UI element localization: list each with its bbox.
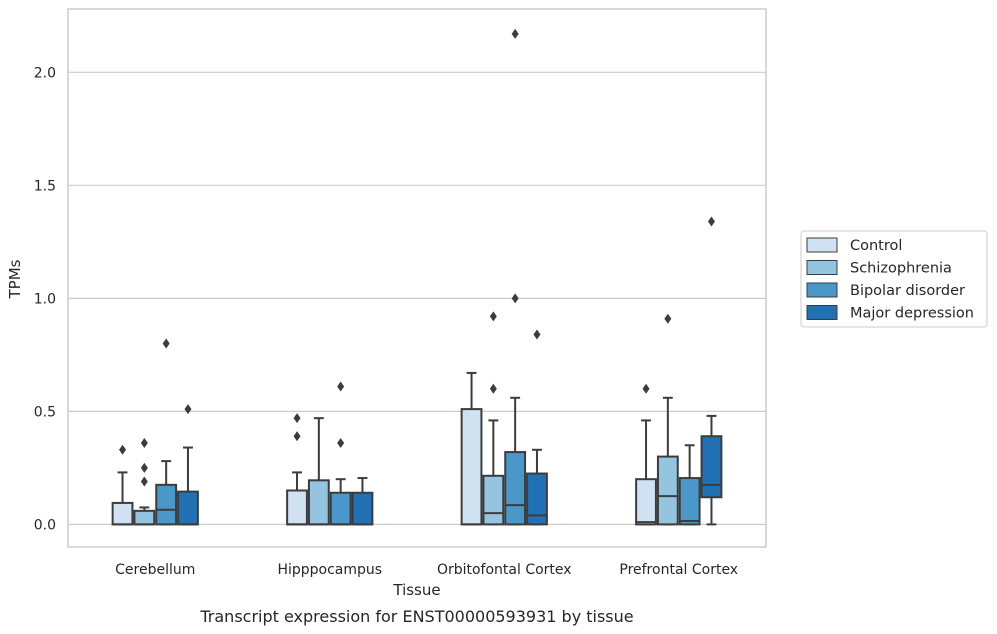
- legend: Control Schizophrenia Bipolar disorder Majo…: [800, 230, 988, 328]
- chart-caption: Transcript expression for ENST0000059393…: [199, 607, 633, 626]
- x-axis-label: Tissue: [392, 581, 440, 599]
- outlier-point: [140, 462, 148, 473]
- box-control: [635, 383, 657, 526]
- box-iqr: [133, 509, 156, 526]
- outlier-point: [707, 216, 715, 227]
- outlier-point: [511, 293, 519, 304]
- x-axis-ticks: Cerebellum Hipppocampus Orbitofontal Corte…: [115, 562, 738, 578]
- y-axis-ticks: 0.0 0.5 1.0 1.5 2.0: [34, 65, 56, 533]
- outlier-point: [140, 476, 148, 487]
- outlier-point: [337, 438, 345, 449]
- boxes: [111, 28, 723, 526]
- x-tick-label: Cerebellum: [115, 562, 195, 578]
- box-bipolar-disorder: [504, 28, 527, 526]
- outlier-point: [119, 444, 127, 455]
- box-schizophrenia: [656, 313, 679, 526]
- y-tick-label: 0.0: [34, 517, 56, 533]
- box-iqr: [351, 491, 374, 526]
- box-iqr: [700, 435, 723, 499]
- box-control: [111, 444, 134, 526]
- box-major-depression: [700, 216, 723, 526]
- outlier-point: [184, 404, 192, 415]
- x-tick-label: Prefrontal Cortex: [619, 562, 738, 578]
- box-iqr: [635, 478, 657, 526]
- outlier-point: [664, 313, 672, 324]
- legend-label: Control: [850, 238, 902, 254]
- outlier-point: [642, 383, 650, 394]
- legend-label: Major depression: [850, 306, 974, 322]
- outlier-point: [293, 431, 301, 442]
- legend-swatch: [806, 237, 838, 253]
- outlier-point: [533, 329, 541, 340]
- box-bipolar-disorder: [329, 381, 352, 526]
- y-tick-label: 0.5: [34, 404, 56, 420]
- y-tick-label: 1.5: [34, 178, 56, 194]
- box-iqr: [155, 483, 178, 526]
- outlier-point: [337, 381, 345, 392]
- x-tick-label: Hipppocampus: [277, 562, 382, 578]
- box-iqr: [678, 477, 701, 526]
- plot-area-frame: [67, 8, 767, 548]
- box-iqr: [460, 408, 483, 526]
- legend-swatch: [806, 305, 838, 320]
- box-iqr: [504, 451, 527, 526]
- outlier-point: [293, 413, 301, 424]
- outlier-point: [489, 383, 497, 394]
- box-control: [460, 371, 483, 526]
- x-tick-label: Orbitofontal Cortex: [437, 562, 572, 578]
- box-iqr: [177, 490, 199, 526]
- box-iqr: [286, 489, 308, 526]
- box-iqr: [482, 474, 505, 526]
- box-schizophrenia: [482, 311, 505, 526]
- legend-frame: [800, 230, 988, 328]
- legend-swatch: [806, 282, 838, 298]
- outlier-point: [489, 311, 497, 322]
- box-bipolar-disorder: [155, 338, 178, 526]
- box-iqr: [307, 479, 330, 526]
- y-axis-label: TPMs: [6, 259, 24, 299]
- box-iqr: [526, 472, 548, 526]
- legend-swatch: [806, 260, 838, 275]
- box-schizophrenia: [133, 438, 156, 526]
- outlier-point: [140, 438, 148, 449]
- box-schizophrenia: [307, 417, 330, 526]
- y-tick-label: 1.0: [34, 291, 56, 307]
- legend-label: Schizophrenia: [850, 261, 952, 277]
- box-control: [286, 413, 308, 526]
- y-tick-label: 2.0: [34, 65, 56, 81]
- box-iqr: [656, 455, 679, 526]
- outlier-point: [162, 338, 170, 349]
- box-bipolar-disorder: [678, 444, 701, 526]
- legend-label: Bipolar disorder: [850, 283, 965, 299]
- outlier-point: [511, 28, 519, 39]
- box-major-depression: [177, 404, 199, 526]
- box-iqr: [329, 491, 352, 526]
- box-major-depression: [526, 329, 548, 526]
- box-major-depression: [351, 477, 374, 526]
- box-iqr: [111, 501, 134, 526]
